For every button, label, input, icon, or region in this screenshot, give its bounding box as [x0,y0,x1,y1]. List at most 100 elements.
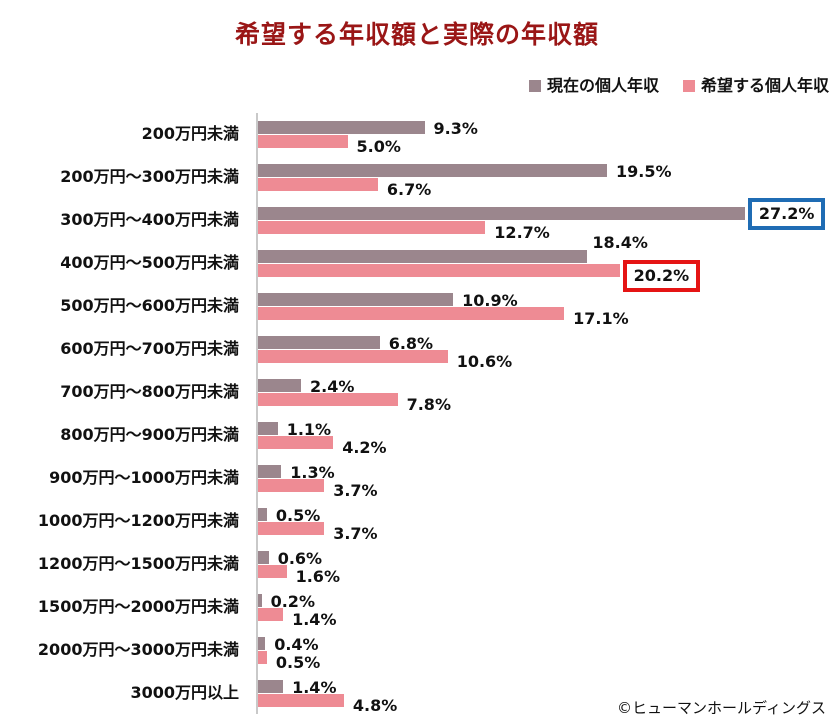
category-label: 500万円～600万円未満 [60,296,239,315]
bar-line: 3.7% [258,479,378,498]
desired-income-bar [258,651,267,664]
value-label: 1.6% [295,566,340,586]
category-label: 600万円～700万円未満 [60,339,239,358]
chart-row: 200万円未満 9.3% 5.0% [0,113,834,156]
bar-line: 1.1% [258,419,387,439]
value-label-highlighted-blue: 27.2% [747,197,826,230]
legend-label-desired-income: 希望する個人年収 [700,76,829,95]
bar-line: 1.3% [258,462,378,482]
bar-line: 1.4% [258,608,336,627]
bar-group: 18.4% 20.2% [258,234,701,292]
bar-line: 0.2% [258,591,336,611]
desired-income-bar [258,350,448,363]
legend-item-current-income: 現在の個人年収 [528,78,659,94]
bar-line: 4.2% [258,436,387,455]
bar-line: 17.1% [258,307,629,326]
value-label: 0.5% [275,652,321,672]
value-label: 2.4% [310,376,355,396]
bar-line: 6.8% [258,333,512,353]
value-label: 3.7% [333,480,378,500]
value-label: 12.7% [494,222,550,242]
current-income-bar [258,121,425,134]
chart-row: 900万円～1000万円未満 1.3% 3.7% [0,457,834,500]
bar-line: 1.6% [258,565,340,584]
current-income-bar [258,293,454,306]
category-label: 1500万円～2000万円未満 [37,597,239,616]
current-income-bar [258,250,588,263]
chart-row: 2000万円～3000万円未満 0.4% 0.5% [0,629,834,672]
bar-line: 18.4% [258,234,700,263]
category-label: 700万円～800万円未満 [60,382,239,401]
category-label: 1200万円～1500万円未満 [37,554,239,573]
value-label: 0.2% [270,591,315,611]
value-label: 1.1% [286,419,332,439]
category-label: 2000万円～3000万円未満 [37,640,239,659]
bar-line: 0.4% [258,634,320,654]
bar-line: 0.6% [258,548,340,568]
chart-row: 200万円～300万円未満 19.5% 6.7% [0,156,834,199]
value-label: 6.8% [388,333,434,353]
value-label: 6.7% [386,179,432,199]
current-income-bar [258,551,269,564]
chart-row: 400万円～500万円未満 18.4% 20.2% [0,234,834,292]
bar-group: 0.4% 0.5% [258,629,320,672]
value-label: 0.6% [277,548,323,568]
value-label: 19.5% [616,161,672,181]
category-label: 200万円未満 [141,124,239,143]
chart-row: 300万円～400万円未満 27.2% 12.7% [0,197,834,242]
chart-row: 1000万円～1200万円未満 0.5% 3.7% [0,500,834,543]
bar-group: 27.2% 12.7% [258,197,826,242]
bar-group: 10.9% 17.1% [258,285,629,328]
value-label: 10.9% [462,290,518,310]
bar-group: 19.5% 6.7% [258,156,672,199]
desired-income-bar [258,522,325,535]
value-label: 10.6% [456,351,513,371]
bar-line: 4.8% [258,694,397,713]
desired-income-bar [258,565,287,578]
value-label: 1.4% [292,609,337,629]
desired-income-bar [258,479,325,492]
value-label: 9.3% [433,118,478,138]
bar-group: 1.3% 3.7% [258,457,378,500]
value-label: 0.4% [274,634,319,654]
y-axis-line [256,113,258,714]
chart-row: 800万円～900万円未満 1.1% 4.2% [0,414,834,457]
value-label: 3.7% [333,523,378,543]
category-label: 900万円～1000万円未満 [49,468,239,487]
current-income-bar [258,336,380,349]
bar-line: 19.5% [258,161,672,181]
desired-income-bar [258,608,284,621]
bar-line: 5.0% [258,135,478,154]
bar-line: 0.5% [258,651,320,670]
legend-item-desired-income: 希望する個人年収 [682,76,829,95]
current-income-bar [258,379,301,392]
legend-swatch-current-icon [528,80,541,92]
bar-group: 1.1% 4.2% [258,414,387,457]
current-income-bar [258,508,267,521]
value-label: 4.2% [342,437,387,457]
current-income-bar [258,637,266,650]
value-label: 1.4% [292,677,337,697]
category-label: 800万円～900万円未満 [60,425,239,444]
chart-row: 700万円～800万円未満 2.4% 7.8% [0,371,834,414]
chart-row: 500万円～600万円未満 10.9% 17.1% [0,285,834,328]
chart-rows: 200万円未満 9.3% 5.0% 200万円～300万円未満 19.5% 6.7% 300… [0,113,834,715]
chart-row: 600万円～700万円未満 6.8% 10.6% [0,328,834,371]
value-label: 7.8% [406,394,451,414]
desired-income-bar [258,135,348,148]
value-label: 1.3% [290,462,335,482]
bar-line: 6.7% [258,178,672,197]
bar-line: 20.2% [258,259,701,292]
bar-line: 27.2% [258,197,826,230]
bar-line: 1.4% [258,677,397,697]
value-label: 0.5% [275,505,321,525]
desired-income-bar [258,178,378,191]
chart-row: 1200万円～1500万円未満 0.6% 1.6% [0,543,834,586]
desired-income-bar [258,694,344,707]
desired-income-bar [258,307,565,320]
category-label: 300万円～400万円未満 [60,210,239,229]
current-income-bar [258,164,607,177]
chart-row: 3000万円以上 1.4% 4.8% [0,672,834,715]
bar-group: 9.3% 5.0% [258,113,478,156]
